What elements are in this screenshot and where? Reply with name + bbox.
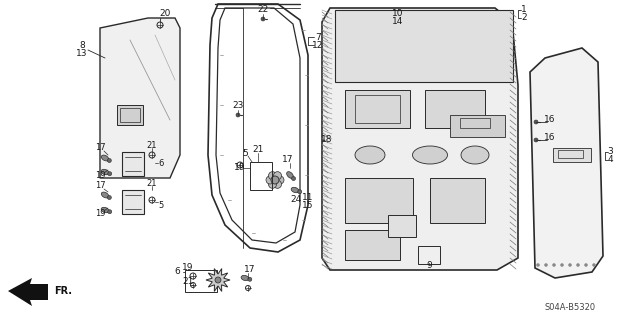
Text: 22: 22 (257, 5, 269, 14)
Text: 7: 7 (315, 33, 321, 41)
Text: 16: 16 (544, 115, 556, 124)
Ellipse shape (101, 155, 109, 161)
Circle shape (593, 263, 595, 266)
Circle shape (552, 263, 556, 266)
Text: 6: 6 (174, 268, 180, 277)
Bar (122, 152, 144, 176)
Circle shape (261, 17, 265, 21)
Text: 2: 2 (521, 13, 527, 23)
Circle shape (266, 176, 274, 184)
Text: 17: 17 (95, 144, 106, 152)
Circle shape (534, 138, 538, 142)
Circle shape (271, 176, 279, 184)
Polygon shape (8, 278, 48, 306)
Bar (553, 148, 591, 162)
Ellipse shape (241, 275, 249, 281)
Circle shape (108, 159, 111, 162)
Text: 19: 19 (95, 170, 105, 180)
Bar (122, 190, 144, 214)
Ellipse shape (101, 207, 109, 213)
Text: 16: 16 (544, 133, 556, 143)
Text: 21: 21 (252, 145, 264, 154)
Circle shape (568, 263, 572, 266)
Bar (450, 115, 505, 137)
Circle shape (561, 263, 563, 266)
Circle shape (534, 120, 538, 124)
Text: 17: 17 (95, 182, 106, 190)
Bar (120, 108, 140, 122)
Bar (355, 95, 400, 123)
Bar (430, 178, 485, 223)
Text: 23: 23 (232, 101, 244, 110)
Text: 11: 11 (302, 194, 314, 203)
Text: 12: 12 (312, 41, 324, 49)
Text: 15: 15 (302, 202, 314, 211)
Ellipse shape (287, 172, 293, 178)
Circle shape (215, 277, 221, 283)
Bar (418, 246, 440, 264)
Circle shape (292, 176, 296, 181)
Text: 19: 19 (234, 164, 246, 173)
Bar (388, 215, 416, 237)
Text: 13: 13 (76, 49, 88, 58)
Bar (460, 118, 490, 128)
Text: 10: 10 (392, 9, 404, 18)
Ellipse shape (101, 169, 109, 175)
Circle shape (536, 263, 540, 266)
Text: 5: 5 (242, 149, 248, 158)
Circle shape (577, 263, 579, 266)
Bar (425, 90, 485, 128)
Circle shape (584, 263, 588, 266)
Circle shape (248, 277, 252, 281)
Bar (345, 90, 410, 128)
Text: 21: 21 (182, 278, 194, 286)
Circle shape (108, 172, 112, 176)
Text: S04A-B5320: S04A-B5320 (545, 303, 596, 313)
Text: 21: 21 (147, 140, 157, 150)
Circle shape (273, 180, 282, 188)
Circle shape (276, 176, 284, 184)
Text: 21: 21 (147, 179, 157, 188)
Circle shape (298, 190, 301, 194)
Bar (117, 105, 143, 125)
Circle shape (108, 210, 112, 214)
Text: 9: 9 (426, 261, 432, 270)
Circle shape (269, 172, 276, 180)
Ellipse shape (291, 187, 299, 193)
Text: 20: 20 (159, 9, 171, 18)
Bar (185, 270, 217, 292)
Text: FR.: FR. (54, 286, 72, 296)
Bar (345, 230, 400, 260)
Circle shape (269, 180, 276, 188)
Text: 5: 5 (158, 201, 164, 210)
Ellipse shape (101, 192, 109, 198)
Bar (250, 162, 272, 190)
Polygon shape (206, 269, 230, 292)
Text: 19: 19 (95, 209, 105, 218)
Text: 17: 17 (244, 265, 256, 275)
Text: 1: 1 (521, 5, 527, 14)
Text: 18: 18 (321, 136, 333, 145)
Bar (345, 178, 413, 223)
Text: 6: 6 (158, 159, 164, 167)
Ellipse shape (413, 146, 447, 164)
Polygon shape (322, 8, 518, 270)
Polygon shape (100, 18, 180, 178)
Bar (335, 10, 513, 82)
Circle shape (236, 113, 240, 117)
Circle shape (108, 196, 111, 199)
Text: 8: 8 (79, 41, 85, 50)
Ellipse shape (461, 146, 489, 164)
Circle shape (273, 172, 282, 180)
Polygon shape (530, 48, 603, 278)
Ellipse shape (355, 146, 385, 164)
Bar (558, 150, 583, 158)
Circle shape (545, 263, 547, 266)
Text: 4: 4 (607, 155, 613, 165)
Text: 19: 19 (182, 263, 194, 272)
Text: 24: 24 (291, 196, 301, 204)
Text: 3: 3 (607, 147, 613, 157)
Text: 14: 14 (392, 17, 404, 26)
Text: 17: 17 (282, 155, 294, 165)
